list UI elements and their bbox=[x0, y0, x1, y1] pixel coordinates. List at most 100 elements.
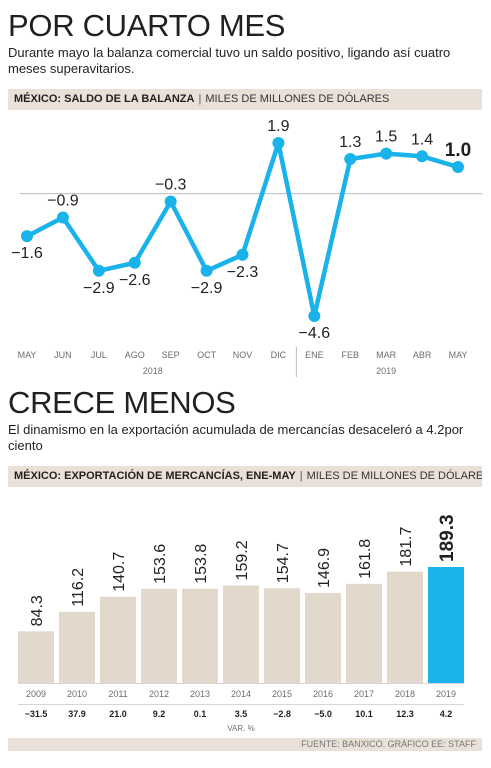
x-tick-label: 2010 bbox=[67, 689, 87, 699]
bar bbox=[346, 583, 382, 683]
data-point bbox=[92, 264, 105, 277]
var-pct-label: 0.1 bbox=[194, 709, 207, 719]
x-tick-label: MAY bbox=[18, 350, 37, 360]
bar-value-label: 146.9 bbox=[316, 548, 333, 588]
var-pct-label: 3.5 bbox=[235, 709, 248, 719]
balance-line-chart: −1.6−0.9−2.9 −2.6−0.3−2.9−2.31.9−4.61.3 1.… bbox=[11, 118, 482, 377]
data-label: −4.6 bbox=[299, 325, 331, 342]
x-tick-label: 2015 bbox=[272, 689, 292, 699]
data-label: −2.3 bbox=[227, 264, 259, 281]
bar-chart-header-unit: MILES DE MILLONES DE DÓLARES bbox=[306, 470, 482, 482]
bar-value-label: 153.8 bbox=[193, 544, 210, 584]
data-label: 1.4 bbox=[411, 131, 433, 148]
data-point bbox=[200, 264, 213, 277]
year-label: 2019 bbox=[376, 366, 396, 376]
header-separator: | bbox=[198, 93, 202, 105]
bar-value-label: 181.7 bbox=[398, 527, 415, 567]
bar-chart-subtitle: El dinamismo en la exportación acumulada… bbox=[8, 422, 464, 453]
x-tick-label: MAR bbox=[376, 350, 397, 360]
source-text: FUENTE: BANXICO. GRÁFICO EE: STAFF bbox=[301, 739, 476, 749]
var-pct-label: −2.8 bbox=[273, 709, 291, 719]
bar-value-label: 159.2 bbox=[234, 540, 251, 580]
year-label: 2018 bbox=[143, 366, 163, 376]
x-tick-label: 2018 bbox=[395, 689, 415, 699]
x-tick-label: JUL bbox=[91, 350, 107, 360]
bar bbox=[100, 596, 136, 683]
bar-value-label: 153.6 bbox=[152, 544, 169, 584]
x-tick-label: FEB bbox=[341, 350, 359, 360]
data-point bbox=[56, 211, 69, 224]
var-pct-label: 9.2 bbox=[153, 709, 166, 719]
x-tick-label: ENE bbox=[305, 350, 324, 360]
data-point bbox=[164, 195, 177, 208]
x-tick-label: SEP bbox=[162, 350, 180, 360]
data-point bbox=[344, 152, 357, 165]
x-tick-label: 2019 bbox=[436, 689, 456, 699]
bar bbox=[387, 571, 423, 683]
data-label: −2.6 bbox=[119, 272, 151, 289]
header-separator: | bbox=[299, 470, 303, 482]
bar bbox=[305, 592, 341, 683]
x-tick-label: AGO bbox=[125, 350, 145, 360]
data-label: −2.9 bbox=[83, 280, 115, 297]
x-tick-label: 2011 bbox=[108, 689, 127, 699]
var-pct-label: 21.0 bbox=[109, 709, 127, 719]
data-point bbox=[21, 230, 33, 243]
data-label: 1.0 bbox=[445, 140, 471, 161]
var-pct-label: −5.0 bbox=[314, 709, 332, 719]
line-chart-header-unit: MILES DE MILLONES DE DÓLARES bbox=[205, 93, 390, 105]
data-label: −0.3 bbox=[155, 177, 187, 194]
line-chart-header-title: MÉXICO: SALDO DE LA BALANZA bbox=[14, 93, 195, 105]
line-chart-title: POR CUARTO MES bbox=[8, 8, 286, 43]
data-label: −0.9 bbox=[47, 193, 79, 210]
data-point bbox=[380, 147, 393, 160]
source-note: FUENTE: BANXICO. GRÁFICO EE: STAFF bbox=[8, 738, 482, 751]
var-pct-label: 37.9 bbox=[68, 709, 86, 719]
data-point bbox=[128, 256, 141, 269]
x-tick-label: 2009 bbox=[26, 689, 46, 699]
var-caption: VAR. % bbox=[227, 724, 254, 733]
bar-value-label: 84.3 bbox=[29, 595, 46, 626]
bar bbox=[428, 567, 464, 683]
x-tick-label: 2014 bbox=[231, 689, 251, 699]
line-chart-header: MÉXICO: SALDO DE LA BALANZA | MILES DE MIL… bbox=[8, 89, 482, 110]
bar-chart-header-title: MÉXICO: EXPORTACIÓN DE MERCANCÍAS, ENE-M… bbox=[14, 470, 296, 482]
bar bbox=[264, 588, 300, 683]
x-tick-label: MAY bbox=[449, 350, 468, 360]
var-pct-label: 4.2 bbox=[440, 709, 453, 719]
bar bbox=[18, 631, 54, 683]
bar bbox=[141, 588, 177, 683]
line-chart-subtitle: Durante mayo la balanza comercial tuvo u… bbox=[8, 45, 451, 76]
data-label: 1.3 bbox=[339, 134, 361, 151]
bar-chart-title: CRECE MENOS bbox=[8, 385, 236, 420]
bar-value-label: 161.8 bbox=[357, 539, 374, 579]
data-label: 1.5 bbox=[375, 129, 397, 146]
bar-value-label: 140.7 bbox=[111, 552, 128, 592]
x-tick-label: DIC bbox=[271, 350, 287, 360]
data-label: −1.6 bbox=[11, 245, 43, 262]
x-tick-label: 2012 bbox=[149, 689, 169, 699]
exports-bar-chart: 84.3 2009 −31.5 116.2 2010 37.9 140.7 2011 21.0 1… bbox=[18, 514, 464, 733]
x-tick-label: ABR bbox=[413, 350, 432, 360]
x-tick-label: 2013 bbox=[190, 689, 210, 699]
var-pct-label: −31.5 bbox=[25, 709, 48, 719]
bar bbox=[223, 585, 259, 683]
data-point bbox=[272, 137, 285, 149]
bar-chart-header: MÉXICO: EXPORTACIÓN DE MERCANCÍAS, ENE-M… bbox=[8, 466, 482, 487]
var-pct-label: 10.1 bbox=[355, 709, 373, 719]
data-point bbox=[416, 150, 429, 163]
data-point bbox=[452, 160, 464, 173]
bar bbox=[59, 611, 95, 683]
var-pct-label: 12.3 bbox=[396, 709, 414, 719]
bar-value-label: 154.7 bbox=[275, 543, 292, 583]
x-tick-label: NOV bbox=[233, 350, 253, 360]
data-label: −2.9 bbox=[191, 280, 223, 297]
x-tick-label: JUN bbox=[54, 350, 72, 360]
data-point bbox=[308, 310, 321, 322]
bar-value-label: 116.2 bbox=[70, 568, 87, 607]
x-tick-label: 2016 bbox=[313, 689, 333, 699]
data-point bbox=[236, 248, 249, 261]
bar bbox=[182, 588, 218, 683]
data-label: 1.9 bbox=[267, 118, 289, 135]
bar-value-label: 189.3 bbox=[437, 514, 458, 562]
